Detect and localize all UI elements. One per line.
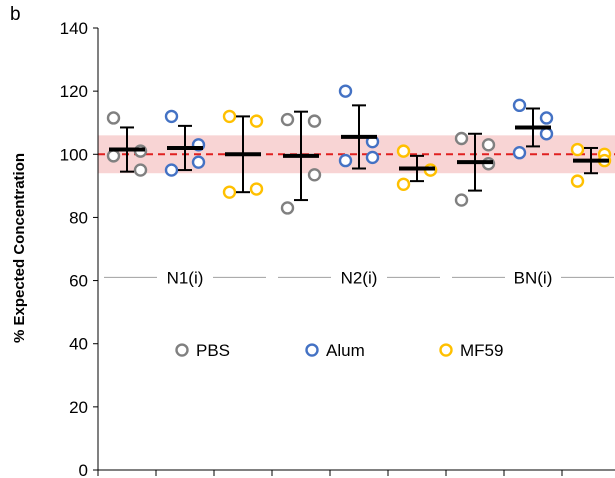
data-point bbox=[512, 146, 527, 160]
series-alum-group bbox=[164, 109, 206, 177]
series-pbs-group bbox=[106, 111, 148, 177]
series-mf59-group bbox=[396, 144, 438, 191]
data-point bbox=[222, 185, 237, 199]
data-point bbox=[280, 112, 295, 127]
data-point bbox=[365, 150, 380, 165]
data-point bbox=[307, 168, 322, 182]
y-tick-label: 80 bbox=[69, 208, 88, 227]
series-alum-group bbox=[512, 98, 554, 160]
legend-marker bbox=[439, 343, 453, 357]
data-point bbox=[454, 131, 469, 146]
group-labels: N1(i) N2(i) BN(i) bbox=[104, 268, 614, 287]
data-point bbox=[164, 109, 179, 124]
data-point bbox=[396, 144, 411, 158]
data-point bbox=[249, 114, 264, 128]
data-point bbox=[512, 98, 527, 113]
y-tick-label: 120 bbox=[60, 82, 88, 101]
legend-marker bbox=[305, 343, 319, 357]
data-point bbox=[164, 163, 179, 177]
data-point bbox=[570, 142, 585, 157]
legend-label: MF59 bbox=[460, 341, 503, 360]
data-point bbox=[570, 174, 585, 188]
data-point bbox=[338, 153, 353, 168]
panel-label: b bbox=[10, 4, 21, 25]
group-label: N2(i) bbox=[341, 268, 378, 287]
data-point bbox=[106, 111, 121, 125]
y-tick-label: 0 bbox=[79, 461, 88, 478]
data-point bbox=[539, 127, 554, 141]
legend-label: PBS bbox=[196, 341, 230, 360]
data-point bbox=[481, 138, 496, 152]
series-pbs-group bbox=[454, 131, 496, 207]
y-tick-label: 20 bbox=[69, 398, 88, 417]
data-point bbox=[396, 177, 411, 191]
series-mf59-group bbox=[570, 142, 612, 188]
group-label: BN(i) bbox=[514, 268, 553, 287]
y-tick-label: 40 bbox=[69, 335, 88, 354]
data-point bbox=[249, 182, 264, 196]
data-point bbox=[307, 114, 322, 128]
legend-label: Alum bbox=[326, 341, 365, 360]
group-label: N1(i) bbox=[167, 268, 204, 287]
y-tick-label: 140 bbox=[60, 19, 88, 38]
data-point bbox=[222, 109, 237, 124]
data-point bbox=[454, 193, 469, 207]
legend: PBS Alum MF59 bbox=[175, 341, 503, 360]
y-axis-label: % Expected Concentration bbox=[11, 153, 28, 343]
y-tick-label: 60 bbox=[69, 272, 88, 291]
axes: 0 20 40 60 80 100 120 140 bbox=[60, 19, 615, 478]
data-point bbox=[539, 111, 554, 125]
data-point bbox=[191, 155, 206, 169]
series-mf59-group bbox=[222, 109, 264, 199]
series-pbs-group bbox=[280, 110, 322, 215]
data-point bbox=[106, 149, 121, 163]
data-series bbox=[106, 84, 612, 215]
legend-marker bbox=[175, 343, 189, 357]
y-tick-label: 100 bbox=[60, 145, 88, 164]
data-point bbox=[280, 201, 295, 215]
series-alum-group bbox=[338, 84, 380, 170]
data-point bbox=[338, 84, 353, 98]
data-point bbox=[133, 163, 148, 177]
